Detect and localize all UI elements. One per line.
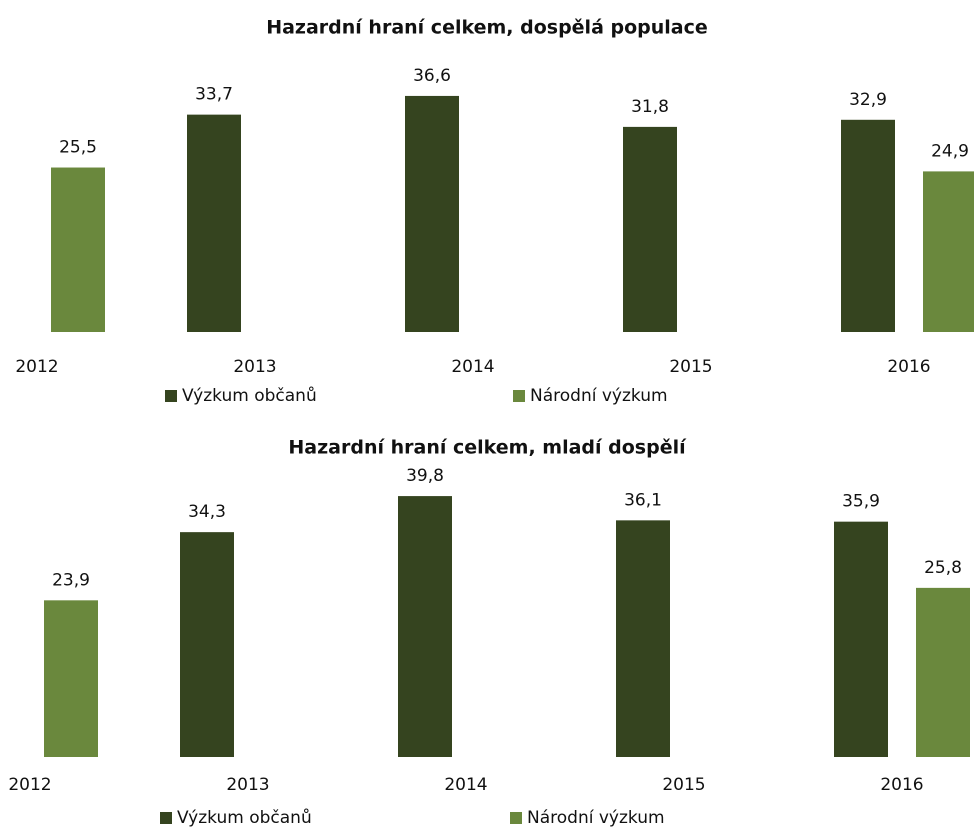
x-tick-label: 2014 [451, 357, 494, 377]
bar [44, 600, 98, 757]
legend-swatch [160, 812, 172, 824]
legend-label: Národní výzkum [530, 386, 668, 406]
data-label: 36,6 [413, 66, 451, 86]
legend-swatch [510, 812, 522, 824]
x-tick-label: 2015 [669, 357, 712, 377]
data-label: 25,5 [59, 138, 97, 158]
bar [187, 114, 241, 332]
bar [916, 587, 970, 757]
legend-swatch [513, 390, 525, 402]
x-tick-label: 2016 [880, 775, 923, 795]
bar [616, 520, 670, 757]
data-label: 32,9 [849, 90, 887, 110]
x-tick-label: 2012 [8, 775, 51, 795]
bar [923, 171, 974, 332]
x-tick-label: 2015 [662, 775, 705, 795]
bar [623, 126, 677, 332]
data-label: 36,1 [624, 490, 662, 510]
bar [180, 532, 234, 757]
bar [398, 496, 452, 757]
data-label: 23,9 [52, 570, 90, 590]
data-label: 35,9 [842, 492, 880, 512]
x-tick-label: 2014 [444, 775, 487, 795]
data-label: 25,8 [924, 558, 962, 578]
data-label: 24,9 [931, 141, 969, 161]
x-tick-label: 2013 [226, 775, 269, 795]
chart-title: Hazardní hraní celkem, mladí dospělí [288, 437, 687, 459]
bar [841, 119, 895, 332]
data-label: 33,7 [195, 85, 233, 105]
bar [834, 521, 888, 757]
legend-label: Výzkum občanů [177, 808, 312, 828]
x-tick-label: 2013 [233, 357, 276, 377]
data-label: 31,8 [631, 97, 669, 117]
legend-label: Výzkum občanů [182, 386, 317, 406]
legend-swatch [165, 390, 177, 402]
legend-label: Národní výzkum [527, 808, 665, 828]
x-tick-label: 2012 [15, 357, 58, 377]
data-label: 39,8 [406, 466, 444, 486]
data-label: 34,3 [188, 502, 226, 522]
chart-title: Hazardní hraní celkem, dospělá populace [266, 17, 708, 39]
x-tick-label: 2016 [887, 357, 930, 377]
bar [405, 95, 459, 333]
bar [51, 167, 105, 332]
